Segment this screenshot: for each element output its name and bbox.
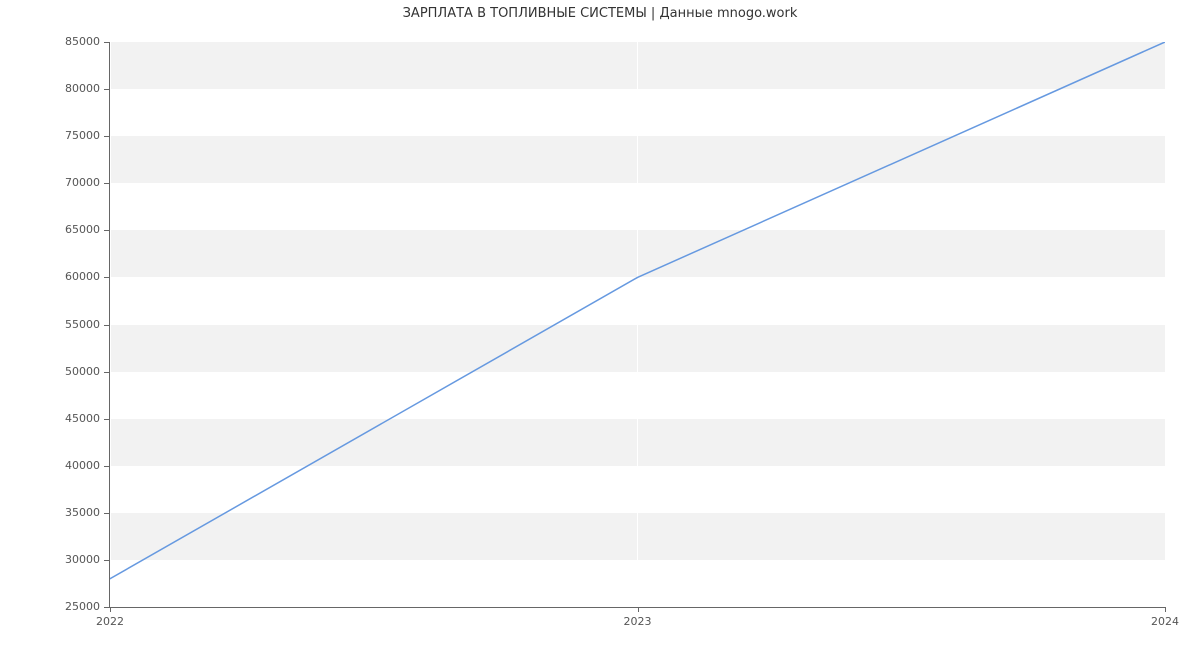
x-tick-mark xyxy=(1165,607,1166,612)
y-tick-mark xyxy=(104,277,109,278)
plot-area: 2500030000350004000045000500005500060000… xyxy=(110,42,1165,607)
y-tick-mark xyxy=(104,42,109,43)
y-tick-mark xyxy=(104,513,109,514)
y-tick-label: 50000 xyxy=(40,365,100,378)
x-tick-label: 2023 xyxy=(598,615,678,628)
y-tick-mark xyxy=(104,372,109,373)
y-tick-label: 45000 xyxy=(40,412,100,425)
y-tick-mark xyxy=(104,607,109,608)
x-tick-label: 2022 xyxy=(70,615,150,628)
line-layer xyxy=(110,42,1165,607)
y-tick-mark xyxy=(104,183,109,184)
y-tick-label: 60000 xyxy=(40,270,100,283)
y-tick-mark xyxy=(104,325,109,326)
y-tick-label: 75000 xyxy=(40,129,100,142)
y-tick-label: 35000 xyxy=(40,506,100,519)
series-line xyxy=(110,42,1165,579)
y-tick-mark xyxy=(104,136,109,137)
y-tick-label: 80000 xyxy=(40,82,100,95)
x-tick-mark xyxy=(110,607,111,612)
y-tick-mark xyxy=(104,89,109,90)
y-tick-label: 70000 xyxy=(40,176,100,189)
x-tick-mark xyxy=(638,607,639,612)
y-tick-mark xyxy=(104,230,109,231)
chart-container: ЗАРПЛАТА В ТОПЛИВНЫЕ СИСТЕМЫ | Данные mn… xyxy=(0,0,1200,650)
y-tick-mark xyxy=(104,419,109,420)
y-tick-label: 55000 xyxy=(40,318,100,331)
x-tick-label: 2024 xyxy=(1125,615,1200,628)
y-tick-mark xyxy=(104,466,109,467)
y-tick-label: 85000 xyxy=(40,35,100,48)
y-tick-label: 65000 xyxy=(40,223,100,236)
y-tick-label: 30000 xyxy=(40,553,100,566)
y-tick-mark xyxy=(104,560,109,561)
y-tick-label: 25000 xyxy=(40,600,100,613)
chart-title: ЗАРПЛАТА В ТОПЛИВНЫЕ СИСТЕМЫ | Данные mn… xyxy=(0,6,1200,21)
y-tick-label: 40000 xyxy=(40,459,100,472)
